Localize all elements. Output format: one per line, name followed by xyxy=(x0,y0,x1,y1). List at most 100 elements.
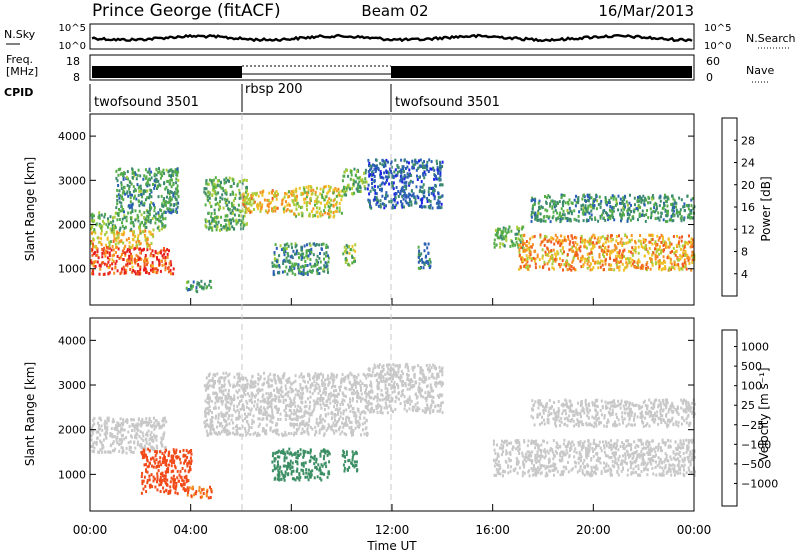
data-cell-region-2 xyxy=(113,228,116,232)
data-cell-region-3 xyxy=(223,383,226,387)
data-cell-region-14 xyxy=(590,235,593,239)
data-cell-region-14 xyxy=(654,242,657,245)
data-cell-region-6 xyxy=(285,209,288,213)
data-cell-region-3 xyxy=(220,414,223,417)
data-cell-region-1 xyxy=(190,462,192,465)
data-cell-region-11 xyxy=(429,203,432,207)
data-cell-region-6 xyxy=(246,193,249,197)
data-cell-region-6 xyxy=(247,202,250,206)
data-cell-region-14 xyxy=(582,263,585,267)
data-cell-region-11 xyxy=(379,184,382,188)
data-cell-region-7 xyxy=(327,184,330,188)
data-cell-region-14 xyxy=(678,236,681,240)
data-cell-region-2 xyxy=(158,228,161,232)
data-cell-region-14 xyxy=(522,243,525,247)
data-cell-region-2 xyxy=(163,224,166,228)
data-cell-region-1 xyxy=(152,465,155,469)
data-cell-region-1 xyxy=(100,243,103,247)
data-cell-region-13 xyxy=(507,230,510,234)
data-cell-region-0 xyxy=(90,434,93,438)
data-cell-region-9 xyxy=(276,264,279,268)
data-cell-region-6 xyxy=(271,196,274,200)
data-cell-region-3 xyxy=(244,412,246,416)
data-cell-region-2 xyxy=(156,217,159,221)
data-cell-region-3 xyxy=(300,420,303,424)
data-cell-region-3 xyxy=(245,433,248,437)
data-cell-region-0 xyxy=(108,450,111,454)
data-cell-region-11 xyxy=(373,164,376,168)
data-cell-region-9 xyxy=(307,249,310,253)
data-cell-region-1 xyxy=(159,490,162,493)
data-cell-region-3 xyxy=(298,409,301,413)
data-cell-region-6 xyxy=(271,207,273,211)
data-cell-region-14 xyxy=(552,248,555,252)
data-cell-region-15 xyxy=(536,215,539,219)
data-cell-region-5 xyxy=(233,213,236,217)
data-cell-region-1 xyxy=(144,238,147,242)
data-cell-region-1 xyxy=(174,491,177,495)
data-cell-region-14 xyxy=(521,237,524,241)
data-cell-region-9 xyxy=(314,264,317,268)
data-cell-region-15 xyxy=(675,208,678,212)
data-cell-region-0 xyxy=(92,442,95,446)
data-cell-region-2 xyxy=(101,225,104,229)
data-cell-region-14 xyxy=(618,268,621,272)
data-cell-region-3 xyxy=(239,407,242,411)
data-cell-region-3 xyxy=(220,399,223,403)
data-cell-region-11 xyxy=(429,200,432,203)
data-cell-region-13 xyxy=(516,232,519,236)
data-cell-region-1 xyxy=(190,459,193,463)
data-cell-region-3 xyxy=(152,183,154,186)
data-cell-region-0 xyxy=(118,443,121,447)
data-cell-region-3 xyxy=(303,414,306,417)
data-cell-region-1 xyxy=(160,463,163,467)
data-cell-region-11 xyxy=(400,175,403,179)
data-cell-region-3 xyxy=(344,394,347,398)
data-cell-region-14 xyxy=(551,266,554,270)
data-cell-region-2 xyxy=(121,224,124,228)
data-cell-region-14 xyxy=(530,245,533,249)
data-cell-region-3 xyxy=(292,381,295,385)
data-cell-region-3 xyxy=(246,420,249,424)
data-cell-region-9 xyxy=(283,269,286,273)
data-cell-region-3 xyxy=(216,395,218,399)
data-cell-region-3 xyxy=(223,414,225,417)
data-cell-region-2 xyxy=(129,216,132,220)
data-cell-region-15 xyxy=(542,219,545,223)
data-cell-region-5 xyxy=(228,207,231,211)
data-cell-region-5 xyxy=(217,220,220,224)
data-cell-region-2 xyxy=(156,226,159,230)
data-cell-region-15 xyxy=(613,195,616,199)
data-cell-region-0 xyxy=(114,251,117,254)
data-cell-region-2 xyxy=(109,215,112,219)
data-cell-region-14 xyxy=(649,233,652,237)
data-cell-region-3 xyxy=(341,430,344,434)
data-cell-region-11 xyxy=(419,185,422,189)
data-cell-region-1 xyxy=(174,451,177,454)
data-cell-region-0 xyxy=(116,428,119,432)
data-cell-region-15 xyxy=(675,201,678,205)
data-cell-region-2 xyxy=(139,223,142,227)
data-cell-region-3 xyxy=(172,183,175,187)
data-cell-region-14 xyxy=(609,257,612,260)
data-cell-region-1 xyxy=(139,229,142,233)
data-cell-region-5 xyxy=(240,227,243,231)
data-cell-region-9 xyxy=(325,254,327,258)
data-cell-region-11 xyxy=(437,191,440,195)
data-cell-region-3 xyxy=(262,383,265,387)
data-cell-region-7 xyxy=(332,199,335,203)
data-cell-region-15 xyxy=(540,218,543,222)
data-cell-region-14 xyxy=(583,257,586,261)
data-cell-region-15 xyxy=(654,210,656,214)
data-cell-region-3 xyxy=(335,375,338,379)
data-cell-region-0 xyxy=(163,262,166,266)
data-cell-region-14 xyxy=(617,254,620,258)
data-cell-region-3 xyxy=(176,187,178,191)
data-cell-region-15 xyxy=(637,218,639,222)
data-cell-region-0 xyxy=(129,440,132,444)
data-cell-region-1 xyxy=(146,481,149,485)
data-cell-region-14 xyxy=(671,250,674,253)
data-cell-region-0 xyxy=(161,254,164,258)
data-cell-region-3 xyxy=(347,376,350,380)
data-cell-region-13 xyxy=(500,230,503,234)
